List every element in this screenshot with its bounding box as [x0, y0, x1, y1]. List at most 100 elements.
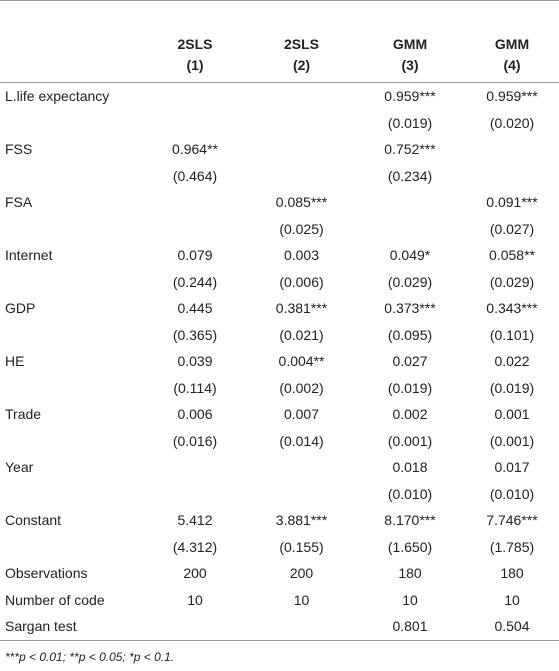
row: Year 0.018 0.017 [0, 454, 559, 481]
se-row: (0.025) (0.027) [0, 216, 559, 243]
standard-error [142, 481, 248, 508]
regression-table: 2SLS 2SLS GMM GMM (1) (2) (3) (4) L.life expect… [0, 0, 559, 641]
header-row: (1) (2) (3) (4) [0, 56, 559, 83]
table-header: 2SLS 2SLS GMM GMM (1) (2) (3) (4) [0, 0, 559, 83]
coefficient: 0.752*** [384, 141, 436, 158]
standard-error: (0.006) [279, 273, 324, 290]
column-method: GMM [355, 0, 465, 56]
standard-error [355, 216, 465, 243]
row-label [0, 322, 142, 349]
standard-error: (1.650) [387, 538, 433, 555]
footnote: ***p < 0.01; **p < 0.05; *p < 0.1. [5, 650, 175, 664]
coefficient: 7.746*** [486, 512, 538, 529]
standard-error: (0.014) [279, 432, 324, 449]
coefficient: 0.002 [392, 406, 428, 423]
row: GDP 0.445 0.381*** 0.373*** 0.343*** [0, 295, 559, 322]
column-method: GMM [465, 0, 559, 56]
coefficient: 200 [289, 565, 314, 582]
row-label: Sargan test [0, 613, 142, 641]
row: Number of code 10 10 10 10 [0, 587, 559, 614]
standard-error: (0.025) [279, 220, 324, 237]
standard-error: (0.101) [489, 326, 535, 343]
coefficient: 5.412 [177, 512, 213, 529]
row-label [0, 216, 142, 243]
coefficient: 0.504 [465, 613, 559, 641]
row-label: GDP [5, 300, 36, 317]
coefficient: 0.039 [177, 353, 213, 370]
row-label [0, 428, 142, 455]
coefficient: 180 [398, 565, 422, 582]
coefficient: 0.445 [177, 300, 213, 317]
coefficient: 180 [500, 565, 524, 582]
row-label: Trade [5, 406, 42, 423]
row-label: FSA [5, 194, 33, 211]
row: FSA 0.085*** 0.091*** [0, 189, 559, 216]
coefficient: 10 [504, 591, 520, 608]
table-body: L.life expectancy 0.959*** 0.959*** (0.019)… [0, 83, 559, 641]
coefficient [248, 454, 355, 481]
row: Sargan test 0.801 0.504 [0, 613, 559, 641]
coefficient: 0.091*** [486, 194, 538, 211]
standard-error [465, 163, 559, 190]
standard-error: (0.016) [172, 432, 218, 449]
row: Internet 0.079 0.003 0.049* 0.058** [0, 242, 559, 269]
row-label [0, 163, 142, 190]
standard-error: (0.029) [489, 273, 535, 290]
coefficient: 0.003 [283, 247, 320, 264]
row-label: Constant [5, 512, 62, 529]
coefficient: 0.017 [494, 459, 530, 476]
se-row: (0.010) (0.010) [0, 481, 559, 508]
row-label: FSS [5, 141, 33, 158]
standard-error: (0.010) [489, 485, 535, 502]
corner-cell [0, 0, 142, 56]
row-label [0, 534, 142, 561]
standard-error [142, 110, 248, 137]
row-label: Internet [5, 247, 53, 264]
se-row: (0.114) (0.002) (0.019) (0.019) [0, 375, 559, 402]
coefficient: 3.881*** [275, 512, 328, 529]
row-label: HE [5, 353, 25, 370]
standard-error: (0.002) [279, 379, 324, 396]
coefficient: 200 [183, 565, 207, 582]
coefficient [355, 189, 465, 216]
se-row: (4.312) (0.155) (1.650) (1.785) [0, 534, 559, 561]
row-label [0, 481, 142, 508]
coefficient: 10 [402, 591, 418, 608]
corner-cell [0, 56, 142, 83]
coefficient: 0.006 [177, 406, 213, 423]
standard-error: (0.001) [489, 432, 535, 449]
coefficient [465, 136, 559, 163]
standard-error: (4.312) [172, 538, 218, 555]
row: Trade 0.006 0.007 0.002 0.001 [0, 401, 559, 428]
standard-error: (0.001) [387, 432, 433, 449]
se-row: (0.464) (0.234) [0, 163, 559, 190]
coefficient: 0.027 [392, 353, 428, 370]
coefficient [142, 83, 248, 110]
row-label [0, 269, 142, 296]
row-label [0, 375, 142, 402]
standard-error: (0.029) [387, 273, 433, 290]
row: L.life expectancy 0.959*** 0.959*** [0, 83, 559, 110]
coefficient: 0.058** [489, 247, 535, 264]
standard-error: (0.114) [173, 379, 217, 396]
row: HE 0.039 0.004** 0.027 0.022 [0, 348, 559, 375]
coefficient [248, 83, 355, 110]
coefficient: 10 [187, 591, 203, 608]
coefficient: 0.018 [392, 459, 428, 476]
coefficient: 0.022 [494, 353, 530, 370]
standard-error: (0.234) [387, 167, 433, 184]
row-label: Number of code [5, 591, 105, 608]
coefficient: 0.373*** [384, 300, 436, 317]
se-row: (0.365) (0.021) (0.095) (0.101) [0, 322, 559, 349]
coefficient [248, 613, 355, 641]
coefficient: 0.004** [278, 353, 325, 370]
standard-error [248, 163, 355, 190]
standard-error: (0.021) [279, 326, 324, 343]
se-row: (0.016) (0.014) (0.001) (0.001) [0, 428, 559, 455]
coefficient: 0.959*** [486, 88, 538, 105]
standard-error: (0.464) [172, 167, 218, 184]
header-row: 2SLS 2SLS GMM GMM [0, 0, 559, 56]
standard-error: (0.244) [172, 273, 218, 290]
coefficient [142, 189, 248, 216]
